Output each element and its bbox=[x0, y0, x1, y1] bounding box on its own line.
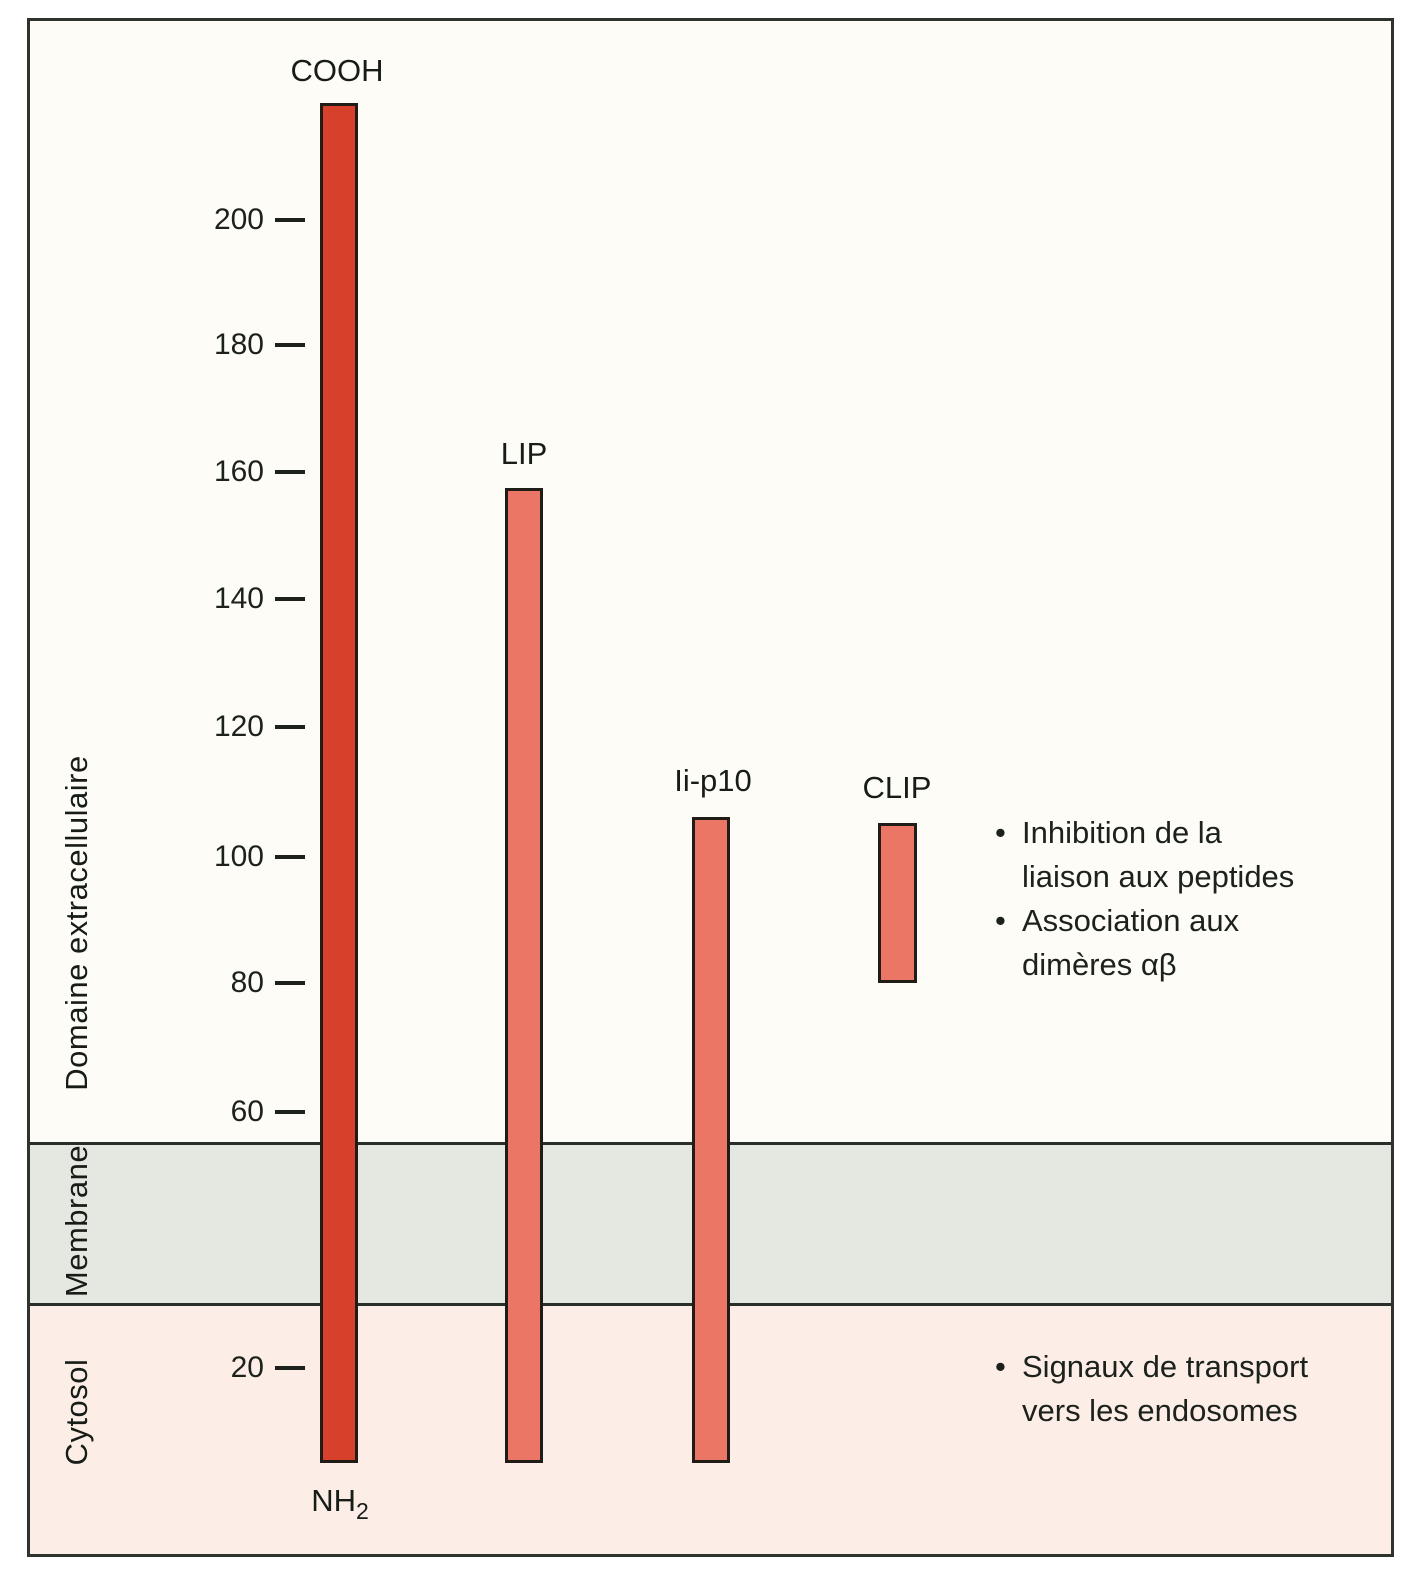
axis-tick-label: 120 bbox=[213, 710, 264, 743]
iip10-fragment-bar bbox=[692, 817, 730, 1463]
axis-tick-140: 140 bbox=[130, 579, 305, 619]
nh2-main: NH bbox=[311, 1483, 356, 1518]
figure-frame: Domaine extracellulaire Membrane Cytosol… bbox=[27, 18, 1394, 1557]
axis-tick-label: 160 bbox=[213, 455, 264, 488]
clip-functions-annotation: • Inhibition de la liaison aux peptides … bbox=[995, 811, 1294, 987]
extracellular-domain-label: Domaine extracellulaire bbox=[59, 755, 94, 1091]
annotation-text: Inhibition de la liaison aux peptides bbox=[1022, 811, 1294, 899]
annotation-line: Inhibition de la bbox=[1022, 815, 1222, 850]
axis-tick-label: 80 bbox=[230, 966, 264, 999]
annotation-text: Association aux dimères αβ bbox=[1022, 899, 1294, 987]
clip-label: CLIP bbox=[862, 770, 932, 805]
nh2-subscript: 2 bbox=[355, 1498, 369, 1524]
axis-tick-100: 100 bbox=[130, 837, 305, 877]
axis-tick-label: 100 bbox=[213, 840, 264, 873]
cytosol-functions-annotation: • Signaux de transport vers les endosome… bbox=[995, 1345, 1308, 1433]
annotation-item-transport-signals: • Signaux de transport vers les endosome… bbox=[995, 1345, 1308, 1433]
annotation-line: dimères αβ bbox=[1022, 947, 1177, 982]
axis-tick-160: 160 bbox=[130, 452, 305, 492]
axis-tick-label: 180 bbox=[213, 328, 264, 361]
bullet-icon: • bbox=[995, 903, 1006, 938]
axis-tick-label: 140 bbox=[213, 582, 264, 615]
axis-tick-20: 20 bbox=[130, 1348, 305, 1388]
axis-tick-mark bbox=[275, 218, 305, 222]
clip-fragment-bar bbox=[878, 823, 917, 983]
axis-tick-mark bbox=[275, 1110, 305, 1114]
annotation-line: Association aux bbox=[1022, 903, 1240, 938]
membrane-label: Membrane bbox=[59, 1144, 94, 1298]
annotation-item-dimer-association: • Association aux dimères αβ bbox=[995, 899, 1294, 987]
axis-tick-mark bbox=[275, 1366, 305, 1370]
cooh-terminus-label: COOH bbox=[290, 53, 384, 88]
annotation-line: vers les endosomes bbox=[1022, 1393, 1298, 1428]
annotation-line: Signaux de transport bbox=[1022, 1349, 1309, 1384]
axis-tick-label: 200 bbox=[213, 203, 264, 236]
axis-tick-mark bbox=[275, 725, 305, 729]
axis-tick-60: 60 bbox=[130, 1092, 305, 1132]
axis-tick-120: 120 bbox=[130, 707, 305, 747]
invariant-chain-bar bbox=[320, 103, 358, 1463]
iip10-label: Ii-p10 bbox=[674, 763, 752, 798]
annotation-text: Signaux de transport vers les endosomes bbox=[1022, 1345, 1308, 1433]
axis-tick-label: 60 bbox=[230, 1095, 264, 1128]
lip-label: LIP bbox=[500, 436, 548, 471]
annotation-line: liaison aux peptides bbox=[1022, 859, 1295, 894]
bullet-icon: • bbox=[995, 815, 1006, 850]
annotation-item-peptide-binding: • Inhibition de la liaison aux peptides bbox=[995, 811, 1294, 899]
axis-tick-180: 180 bbox=[130, 325, 305, 365]
nh2-terminus-label: NH2 bbox=[311, 1483, 369, 1525]
bullet-icon: • bbox=[995, 1349, 1006, 1384]
axis-tick-mark bbox=[275, 470, 305, 474]
axis-tick-mark bbox=[275, 981, 305, 985]
axis-tick-mark bbox=[275, 597, 305, 601]
axis-tick-mark bbox=[275, 343, 305, 347]
axis-tick-200: 200 bbox=[130, 200, 305, 240]
cytosol-label: Cytosol bbox=[59, 1358, 94, 1466]
axis-tick-label: 20 bbox=[230, 1351, 264, 1384]
axis-tick-mark bbox=[275, 855, 305, 859]
lip-fragment-bar bbox=[505, 488, 543, 1463]
axis-tick-80: 80 bbox=[130, 963, 305, 1003]
